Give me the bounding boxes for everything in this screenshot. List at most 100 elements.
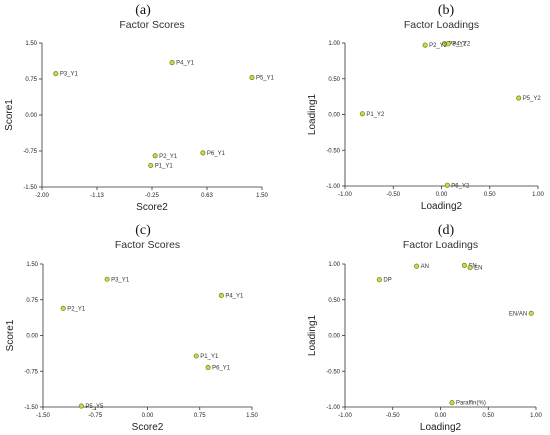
chart-title: Factor Scores xyxy=(119,19,184,31)
x-tick-label: -1.50 xyxy=(36,413,50,419)
scatter-point xyxy=(78,403,84,409)
point-label: P3_Y1 xyxy=(60,72,79,78)
y-tick-label: -0.50 xyxy=(326,148,340,154)
point-label: EN/AN xyxy=(509,311,527,317)
y-tick-label: 1.50 xyxy=(25,41,37,47)
x-axis-label: Loading2 xyxy=(420,422,462,433)
x-tick-label: 0.75 xyxy=(194,413,206,419)
chart-title: Factor Loadings xyxy=(404,19,479,31)
point-label: P5_Y5 xyxy=(85,404,104,410)
x-axis-label: Loading2 xyxy=(421,201,463,212)
y-tick-label: 1.00 xyxy=(328,41,340,47)
y-tick-label: -1.50 xyxy=(23,185,37,191)
y-axis-label: Score1 xyxy=(4,99,15,131)
scatter-point xyxy=(60,305,66,311)
scatter-point xyxy=(193,353,199,359)
scatter-point xyxy=(467,265,473,271)
point-label: P2_Y1 xyxy=(159,154,178,160)
chart-title: Factor Loadings xyxy=(403,239,478,251)
x-tick-label: -0.50 xyxy=(386,192,400,198)
point-label: P4_Y1 xyxy=(176,61,195,67)
panel-letter: (d) xyxy=(438,223,455,238)
y-tick-label: 0.00 xyxy=(26,334,38,340)
x-tick-label: -2.00 xyxy=(35,193,49,199)
scatter-point xyxy=(445,41,451,47)
scatter-point xyxy=(104,276,110,282)
point-label: DP xyxy=(383,278,391,284)
x-tick-label: -1.13 xyxy=(90,193,104,199)
x-tick-label: -0.75 xyxy=(88,413,102,419)
x-tick-label: 1.50 xyxy=(256,193,268,199)
x-tick-label: 0.63 xyxy=(201,193,213,199)
y-tick-label: 1.50 xyxy=(26,262,38,268)
y-axis-label: Loading1 xyxy=(307,314,318,356)
y-tick-label: 0.75 xyxy=(26,298,38,304)
scatter-point xyxy=(414,263,420,269)
point-label: EN xyxy=(474,266,482,272)
scatter-point xyxy=(461,262,467,268)
point-label: P1_Y1 xyxy=(155,163,174,169)
point-label: SN xyxy=(468,263,476,269)
y-tick-label: 0.00 xyxy=(328,113,340,119)
point-label: P5_Y2 xyxy=(523,96,542,102)
scatter-point xyxy=(359,111,365,117)
y-tick-label: -1.00 xyxy=(326,184,340,190)
y-tick-label: -0.50 xyxy=(326,369,340,375)
panel-d: (d)Factor Loadings -1.00 -0.50 0.00 0.50 1.00… xyxy=(307,223,542,433)
x-tick-label: -0.25 xyxy=(145,193,159,199)
panel-letter: (a) xyxy=(135,3,151,18)
x-tick-label: -1.00 xyxy=(338,192,352,198)
scatter-point xyxy=(528,310,534,316)
panel-a: (a)Factor Scores -2.00 -1.13 -0.25 0.63 1.50 1… xyxy=(4,3,275,213)
x-tick-label: -0.50 xyxy=(386,413,400,419)
scatter-point xyxy=(444,182,450,188)
point-label: P4_Y1 xyxy=(225,293,244,299)
panel-letter: (b) xyxy=(438,3,455,18)
scatter-point xyxy=(205,364,211,370)
y-tick-label: 0.50 xyxy=(328,298,340,304)
point-label: Paraffin(%) xyxy=(456,401,486,407)
y-tick-label: 0.00 xyxy=(328,334,340,340)
point-label: P3_Y2 xyxy=(448,42,467,48)
y-axis-label: Loading1 xyxy=(307,93,318,135)
x-tick-label: 1.50 xyxy=(246,413,258,419)
point-label: AN xyxy=(421,264,429,270)
point-label: P3_Y1 xyxy=(111,277,130,283)
y-tick-label: -1.00 xyxy=(326,405,340,411)
scatter-point xyxy=(449,400,455,406)
x-tick-label: -1.00 xyxy=(338,413,352,419)
panel-letter: (c) xyxy=(135,223,151,238)
y-axis-label: Score1 xyxy=(5,319,16,351)
panel-b: (b)Factor Loadings -1.00 -0.50 0.00 0.50 1.00… xyxy=(307,3,544,212)
scatter-point xyxy=(218,292,224,299)
y-tick-label: 0.00 xyxy=(25,113,37,119)
y-tick-label: -0.75 xyxy=(23,149,37,155)
scatter-point xyxy=(148,162,154,168)
x-tick-label: 1.00 xyxy=(532,192,544,198)
point-label: P1_Y1 xyxy=(200,354,219,360)
point-label: P1_Y2 xyxy=(366,112,385,118)
x-tick-label: 0.50 xyxy=(484,192,496,198)
scatter-point xyxy=(169,60,175,66)
x-tick-label: 0.00 xyxy=(435,413,447,419)
x-axis-label: Score2 xyxy=(136,202,168,213)
y-tick-label: -1.50 xyxy=(24,405,38,411)
scatter-point xyxy=(152,153,158,159)
x-tick-label: 1.00 xyxy=(530,413,542,419)
y-tick-label: 0.75 xyxy=(25,77,37,83)
scatter-point xyxy=(422,42,428,48)
y-tick-label: 0.50 xyxy=(328,77,340,83)
y-tick-label: -0.75 xyxy=(24,369,38,375)
scatter-point xyxy=(200,150,206,156)
scatter-point xyxy=(53,71,59,77)
x-tick-label: 0.00 xyxy=(142,413,154,419)
chart-title: Factor Scores xyxy=(115,239,180,251)
point-label: P6_Y1 xyxy=(212,365,231,371)
point-label: P6_Y2 xyxy=(451,183,470,189)
y-tick-label: 1.00 xyxy=(328,262,340,268)
x-axis-label: Score2 xyxy=(132,422,164,433)
x-tick-label: 0.00 xyxy=(436,192,448,198)
x-tick-label: 0.50 xyxy=(482,413,494,419)
point-label: P4_Y2 xyxy=(452,42,471,48)
